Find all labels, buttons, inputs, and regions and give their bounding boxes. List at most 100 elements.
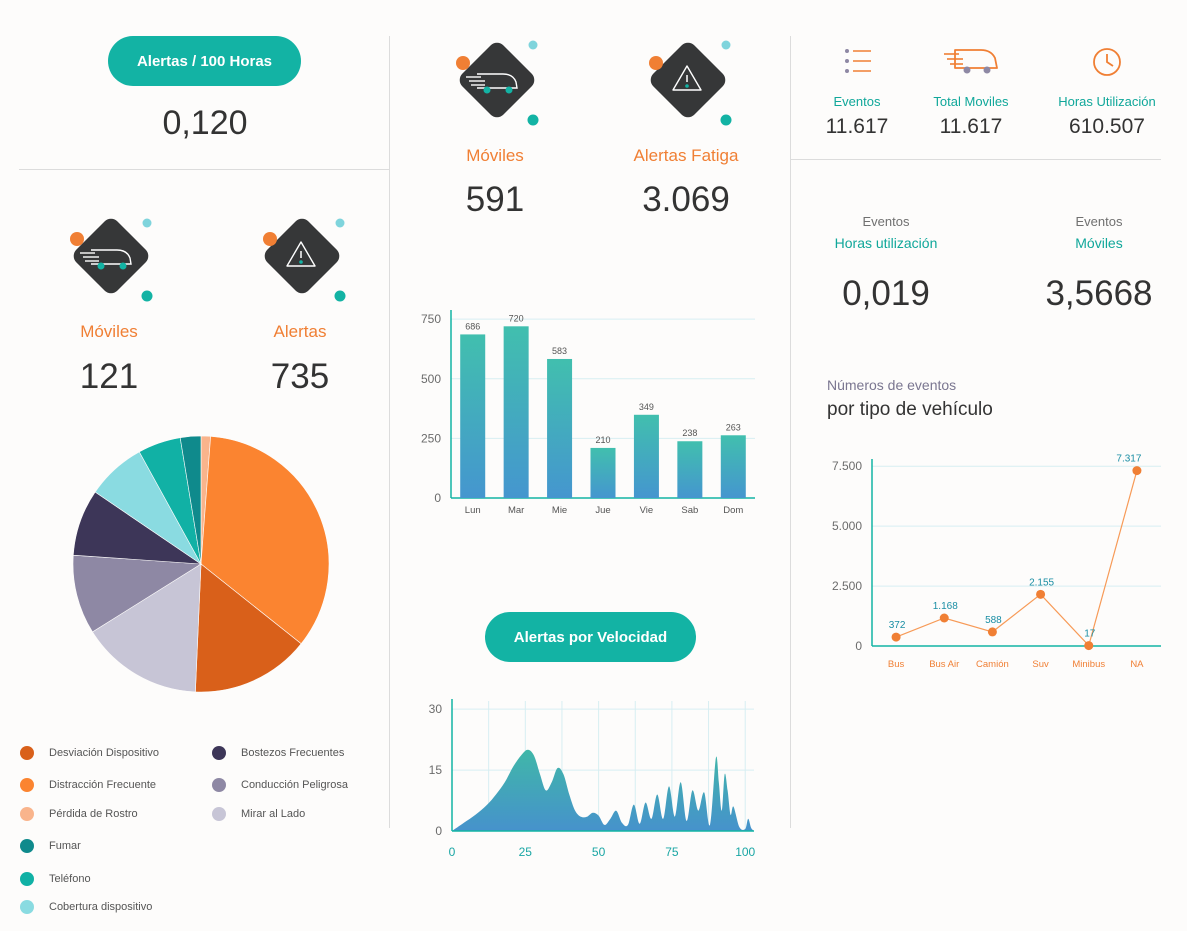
speed-area-series[interactable] (452, 749, 754, 831)
area-xtick-label: 50 (592, 845, 606, 859)
divider-left-middle (389, 36, 390, 828)
moviles-label-middle: Móviles (466, 146, 524, 165)
area-xtick-label: 0 (449, 845, 456, 859)
line-point-na[interactable] (1132, 466, 1142, 476)
speed-area-chart: 0 15 30 0 25 50 75 100 (429, 699, 756, 859)
line-point-bus-air[interactable] (939, 613, 949, 623)
line-xtick-label: Bus (888, 659, 905, 670)
bar-sab[interactable] (677, 441, 703, 498)
legend-item-cobertura-dispositivo[interactable]: Cobertura dispositivo (20, 900, 152, 914)
legend-swatch (20, 900, 34, 914)
horas-utilizacion-value: 610.507 (1069, 115, 1145, 138)
bar-dom[interactable] (720, 435, 746, 498)
speed-alerts-pill[interactable]: Alertas por Velocidad (485, 612, 696, 662)
bar-mie[interactable] (547, 358, 573, 498)
bar-data-label: 210 (595, 435, 610, 445)
pie-slice-conduccion-peligrosa[interactable] (72, 554, 202, 633)
fatiga-value: 3.069 (642, 180, 730, 219)
line-data-label: 372 (889, 620, 906, 631)
line-ytick-label: 7.500 (832, 459, 862, 473)
bar-data-label: 263 (726, 422, 741, 432)
bar-vie[interactable] (633, 414, 659, 498)
line-data-label: 2.155 (1029, 577, 1054, 588)
divider-right-top (791, 159, 1161, 160)
pie-slice-desviacion-dispositivo[interactable] (195, 563, 302, 693)
bar-ytick-label: 250 (421, 431, 441, 445)
bar-xtick-label: Lun (465, 505, 481, 516)
legend-item-mirar-al-lado[interactable]: Mirar al Lado (212, 807, 305, 821)
van-icon (941, 46, 1001, 80)
van-icon (55, 208, 165, 308)
line-ytick-label: 5.000 (832, 519, 862, 533)
legend-label: Cobertura dispositivo (49, 901, 153, 913)
divider-middle-right (790, 36, 791, 828)
pie-slice-mirar-al-lado[interactable] (92, 563, 202, 693)
legend-item-fumar[interactable]: Fumar (20, 839, 81, 853)
moviles-label-left: Móviles (80, 322, 138, 341)
alert-type-pie-chart (72, 435, 330, 693)
legend-label: Bostezos Frecuentes (241, 747, 345, 759)
legend-label: Teléfono (49, 873, 91, 885)
line-point-camion[interactable] (987, 627, 997, 637)
legend-swatch (212, 807, 226, 821)
legend-label: Pérdida de Rostro (49, 808, 138, 820)
ratio-events-hours-bottom: Horas utilización (834, 235, 938, 251)
vehicle-type-line-chart: 0 2.500 5.000 7.500 372 Bus 1.168 Bus Air 588 Cam… (832, 454, 1161, 670)
bar-xtick-label: Sab (681, 505, 698, 516)
line-point-minibus[interactable] (1084, 641, 1094, 651)
line-xtick-label: Suv (1032, 659, 1049, 670)
ratio-events-moviles-bottom: Móviles (1075, 235, 1123, 251)
legend-swatch (20, 807, 34, 821)
bar-data-label: 583 (552, 346, 567, 356)
moviles-value-middle: 591 (465, 180, 525, 219)
legend-swatch (212, 778, 226, 792)
legend-label: Distracción Frecuente (49, 779, 156, 791)
list-icon (840, 46, 874, 80)
fatigue-alert-icon (632, 32, 742, 132)
area-xtick-label: 75 (665, 845, 679, 859)
pie-slice-fumar[interactable] (179, 435, 202, 565)
pie-slice-distraccion-frecuente[interactable] (200, 436, 330, 645)
legend-swatch (212, 746, 226, 760)
eventos-value: 11.617 (825, 115, 889, 138)
ratio-events-hours-value: 0,019 (842, 274, 930, 313)
line-data-label: 7.317 (1116, 454, 1141, 465)
bar-mar[interactable] (503, 326, 529, 498)
total-moviles-label: Total Moviles (933, 94, 1009, 109)
fatiga-label: Alertas Fatiga (633, 146, 739, 165)
line-point-bus[interactable] (891, 632, 901, 642)
legend-item-distraccion-frecuente[interactable]: Distracción Frecuente (20, 778, 156, 792)
legend-swatch (20, 839, 34, 853)
alerts-rate-value: 0,120 (162, 104, 248, 142)
legend-item-conduccion-peligrosa[interactable]: Conducción Peligrosa (212, 778, 348, 792)
alerts-per-100-hours-pill[interactable]: Alertas / 100 Horas (108, 36, 301, 86)
line-point-suv[interactable] (1036, 589, 1046, 599)
legend-label: Mirar al Lado (241, 808, 306, 820)
line-data-label: 17 (1084, 629, 1096, 640)
area-ytick-label: 0 (435, 824, 442, 838)
ratio-events-moviles-top: Eventos (1075, 214, 1123, 229)
divider-left-top (19, 169, 389, 170)
legend-item-desviacion-dispositivo[interactable]: Desviación Dispositivo (20, 746, 159, 760)
bar-data-label: 349 (639, 402, 654, 412)
alertas-label-left: Alertas (273, 322, 327, 341)
line-data-label: 588 (985, 615, 1002, 626)
legend-label: Conducción Peligrosa (241, 779, 349, 791)
bar-data-label: 720 (509, 313, 524, 323)
bar-jue[interactable] (590, 447, 616, 498)
bar-lun[interactable] (460, 334, 486, 498)
line-xtick-label: Minibus (1072, 659, 1105, 670)
legend-item-bostezos-frecuentes[interactable]: Bostezos Frecuentes (212, 746, 344, 760)
bar-xtick-label: Jue (595, 505, 610, 516)
legend-label: Desviación Dispositivo (49, 747, 160, 759)
legend-item-perdida-de-rostro[interactable]: Pérdida de Rostro (20, 807, 138, 821)
area-xtick-label: 25 (519, 845, 533, 859)
line-chart-title-2: por tipo de vehículo (827, 399, 993, 420)
line-xtick-label: Camión (976, 659, 1009, 670)
ratio-events-hours-top: Eventos (862, 214, 910, 229)
area-ytick-label: 30 (429, 702, 443, 716)
bar-ytick-label: 0 (434, 491, 441, 505)
bar-xtick-label: Vie (640, 505, 654, 516)
legend-item-telefono[interactable]: Teléfono (20, 872, 91, 886)
ratio-events-moviles-value: 3,5668 (1045, 274, 1153, 313)
